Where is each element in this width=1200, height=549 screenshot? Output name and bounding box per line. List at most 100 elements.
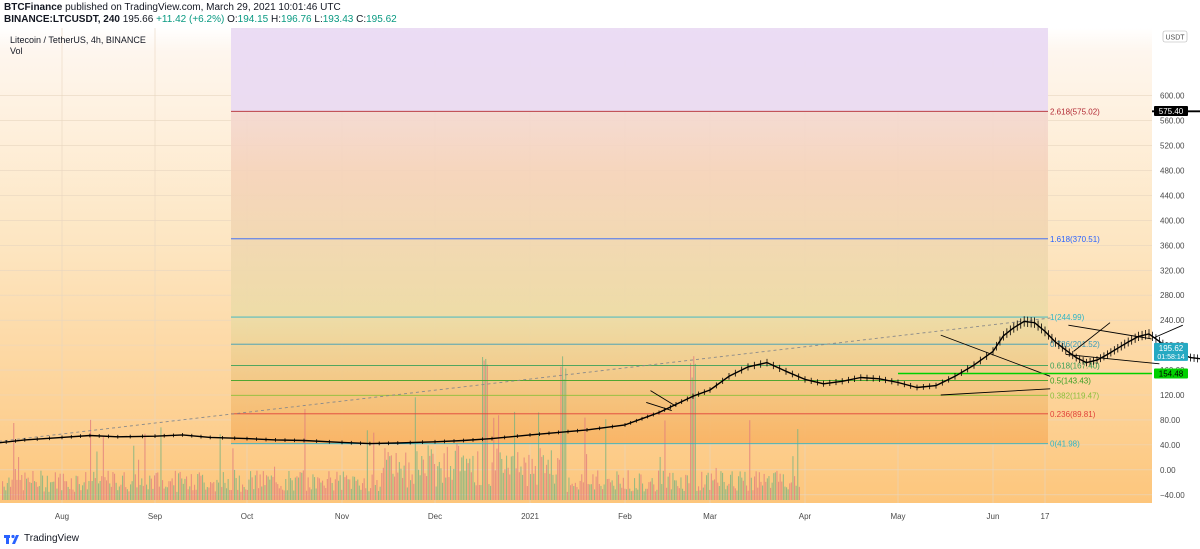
volume-bar [349,479,351,500]
svg-text:USDT: USDT [1165,35,1185,42]
volume-bar [363,478,365,500]
price-tag-bg [1154,368,1188,379]
price-tag-label: 195.62 [1159,344,1184,353]
y-tick-label: 320.00 [1160,266,1185,275]
x-tick-label: 17 [1041,512,1050,521]
volume-bar [685,474,687,500]
volume-bar [742,480,744,500]
volume-bar [222,472,224,500]
y-tick-label: 240.00 [1160,316,1185,325]
volume-bar [718,486,720,500]
footer-brand[interactable]: TradingView [24,533,80,544]
volume-bar [27,477,29,500]
volume-bar [534,465,536,500]
volume-bar [202,474,204,500]
volume-bar [486,364,488,500]
volume-bar [56,488,58,500]
time-axis[interactable]: Aug Sep Oct Nov Dec 2021 Feb Mar Apr May Jun 17 [55,512,1050,521]
volume-bar [216,479,218,500]
volume-bar [789,483,791,500]
fib-label-1: 1(244.99) [1050,313,1085,322]
volume-bar [357,479,359,500]
trendline [0,317,1053,442]
volume-bar [386,459,388,500]
volume-bar [568,477,570,500]
volume-bar [456,442,458,500]
volume-bar [16,479,18,500]
volume-bar [187,489,189,500]
volume-bar [280,485,282,500]
volume-bar [38,486,40,500]
volume-bar [581,474,583,500]
volume-bar [374,485,376,500]
volume-bar [666,487,668,500]
volume-bar [437,466,439,500]
volume-bar [794,476,796,500]
volume-bar [507,467,509,500]
volume-bar [402,477,404,500]
volume-bar [446,446,448,500]
volume-bar [520,466,522,500]
volume-bar [309,487,311,500]
volume-bar [690,363,692,500]
volume-bar [242,484,244,500]
volume-bar [264,485,266,500]
volume-bar [381,473,383,500]
volume-bar [536,484,538,500]
volume-bar [37,486,39,500]
volume-bar [318,478,320,500]
volume-bar [443,453,445,500]
y-tick-label: 40.00 [1160,441,1181,450]
volume-bar [542,455,544,500]
volume-bar [299,472,301,500]
volume-bar [774,472,776,500]
volume-bar [165,486,167,500]
volume-bar [131,481,133,500]
volume-bar [141,478,143,500]
chart-canvas[interactable]: 2.618(575.02) 1.618(370.51) 1(244.99) 0.786… [0,28,1200,529]
volume-bar [85,472,87,500]
volume-bar [510,456,512,500]
volume-bar [419,475,421,500]
volume-bar [592,474,594,500]
volume-bar [738,476,740,500]
publisher[interactable]: BTCFinance [4,2,63,13]
volume-bar [627,470,629,500]
volume-bar [122,475,124,500]
volume-bar [168,481,170,500]
volume-bar [30,482,32,500]
volume-bar [618,474,620,500]
footer: TradingView [0,529,1200,549]
volume-bar [595,476,597,500]
volume-bar [166,487,168,500]
volume-bar [251,477,253,500]
symbol: BINANCE:LTCUSDT, 240 [4,14,120,25]
fib-zone-top [231,28,1048,112]
volume-bar [530,474,532,500]
x-tick-label: Apr [799,512,812,521]
volume-bar [170,481,172,500]
volume-bar [600,485,602,500]
volume-bar [368,491,370,500]
volume-bar [501,458,503,500]
volume-bar [371,474,373,500]
volume-bar [320,482,322,500]
volume-bar [693,356,695,500]
volume-bar [515,468,517,500]
volume-bar [146,484,148,500]
volume-bar [325,488,327,500]
volume-bar [432,453,434,500]
x-tick-label: Nov [335,512,349,521]
volume-bar [651,478,653,500]
volume-bar [560,366,562,500]
y-tick-label: −40.00 [1160,491,1185,500]
price-tag-countdown: 01:58:14 [1157,354,1184,361]
volume-bar [587,484,589,500]
volume-bar [75,475,77,500]
volume-bar [418,469,420,500]
volume-bar [293,490,295,500]
volume-bar [51,481,53,500]
close-label: C: [356,14,367,25]
volume-bar [496,448,498,500]
volume-bar [384,448,386,500]
